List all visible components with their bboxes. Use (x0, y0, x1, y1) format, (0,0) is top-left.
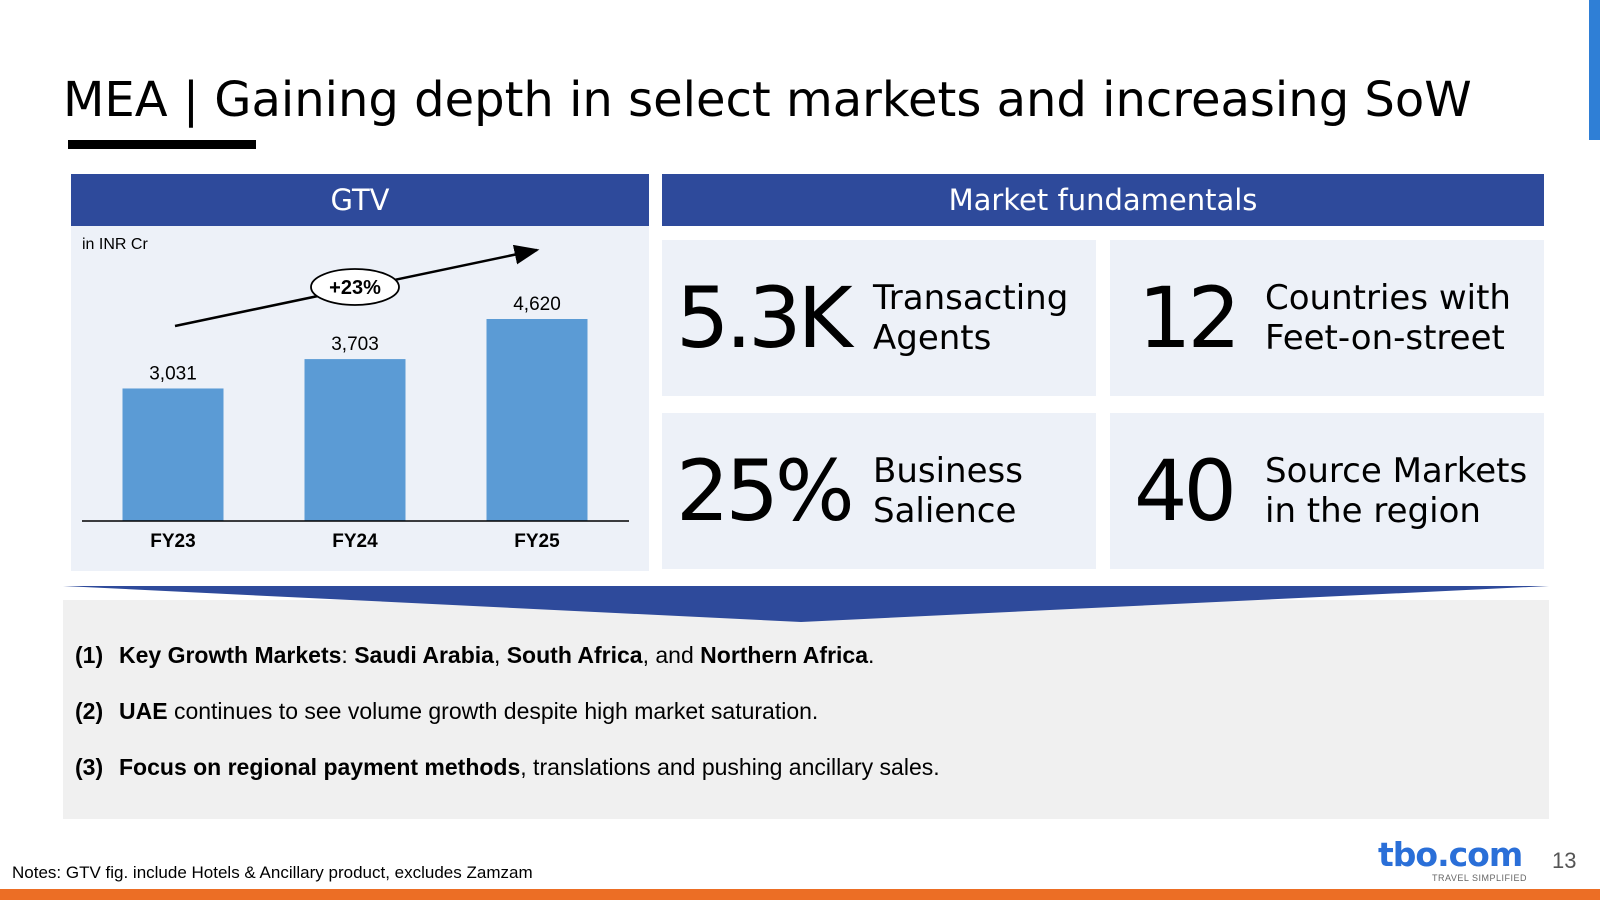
point-bold: UAE (119, 698, 168, 724)
point-text: , translations and pushing ancillary sal… (520, 754, 940, 780)
metric-card-source-markets: 40 Source Markets in the region (1110, 413, 1544, 569)
data-label: 3,031 (149, 363, 197, 384)
footnote: Notes: GTV fig. include Hotels & Ancilla… (12, 863, 533, 882)
page-number: 13 (1552, 848, 1577, 873)
metric-description: Business Salience (873, 451, 1023, 531)
point-text: . (868, 642, 875, 668)
key-point-1: (1) Key Growth Markets: Saudi Arabia, Sou… (75, 642, 874, 669)
point-number: (1) (75, 642, 104, 668)
x-tick-label: FY25 (514, 531, 560, 552)
gtv-chart-panel: in INR Cr +23% 3,031 FY23 3,703 FY24 4,620 FY… (71, 226, 649, 571)
metric-desc-line: Feet-on-street (1265, 318, 1505, 358)
gtv-bar-chart: +23% 3,031 FY23 3,703 FY24 4,620 FY25 (82, 244, 629, 552)
metric-desc-line: Source Markets (1265, 451, 1528, 491)
growth-badge (310, 268, 400, 306)
metric-value: 25% (676, 442, 855, 540)
accent-bar (1589, 0, 1600, 140)
key-points-box: (1) Key Growth Markets: Saudi Arabia, Sou… (63, 600, 1549, 819)
point-bold: South Africa (506, 642, 643, 668)
metric-desc-line: Agents (873, 318, 992, 358)
bar-fy23 (122, 388, 224, 521)
key-point-3: (3) Focus on regional payment methods, tr… (75, 754, 940, 781)
company-logo: tbo.com (1378, 835, 1523, 874)
metric-desc-line: Business (873, 451, 1023, 491)
chevron-divider (63, 586, 1549, 622)
metric-desc-line: in the region (1265, 491, 1481, 531)
logo-tagline: TRAVEL SIMPLIFIED (1432, 873, 1528, 883)
bar-fy24 (304, 359, 406, 521)
chart-unit-label: in INR Cr (82, 236, 148, 253)
metric-desc-line: Countries with (1265, 278, 1511, 318)
point-bold: Key Growth Markets (119, 642, 342, 668)
metric-card-countries: 12 Countries with Feet-on-street (1110, 240, 1544, 396)
metric-card-agents: 5.3K Transacting Agents (662, 240, 1096, 396)
point-number: (2) (75, 698, 104, 724)
point-number: (3) (75, 754, 104, 780)
metric-value: 12 (1138, 269, 1241, 367)
metric-description: Transacting Agents (873, 278, 1068, 358)
key-point-2: (2) UAE continues to see volume growth de… (75, 698, 818, 725)
metric-desc-line: Salience (873, 491, 1017, 531)
gtv-header: GTV (71, 174, 649, 226)
data-label: 4,620 (513, 294, 561, 315)
data-label: 3,703 (331, 334, 379, 355)
metric-desc-line: Transacting (873, 278, 1069, 318)
x-tick-label: FY23 (150, 531, 195, 552)
point-text: continues to see volume growth despite h… (167, 698, 819, 724)
point-bold: Saudi Arabia (354, 642, 494, 668)
point-bold: Northern Africa (700, 642, 868, 668)
metric-value: 5.3K (676, 269, 853, 367)
metric-card-salience: 25% Business Salience (662, 413, 1096, 569)
point-bold: Focus on regional payment methods (119, 754, 521, 780)
bottom-accent-bar (0, 889, 1600, 900)
metric-value: 40 (1134, 442, 1237, 540)
point-text: : (341, 642, 355, 668)
metric-description: Countries with Feet-on-street (1265, 278, 1511, 358)
metric-description: Source Markets in the region (1265, 451, 1527, 531)
market-header: Market fundamentals (662, 174, 1544, 226)
title-underline (68, 140, 256, 149)
growth-label: +23% (329, 277, 381, 299)
point-text: , and (642, 642, 701, 668)
bar-fy25 (486, 319, 588, 521)
point-text: , (493, 642, 507, 668)
page-title: MEA | Gaining depth in select markets an… (63, 72, 1472, 128)
x-tick-label: FY24 (332, 531, 378, 552)
